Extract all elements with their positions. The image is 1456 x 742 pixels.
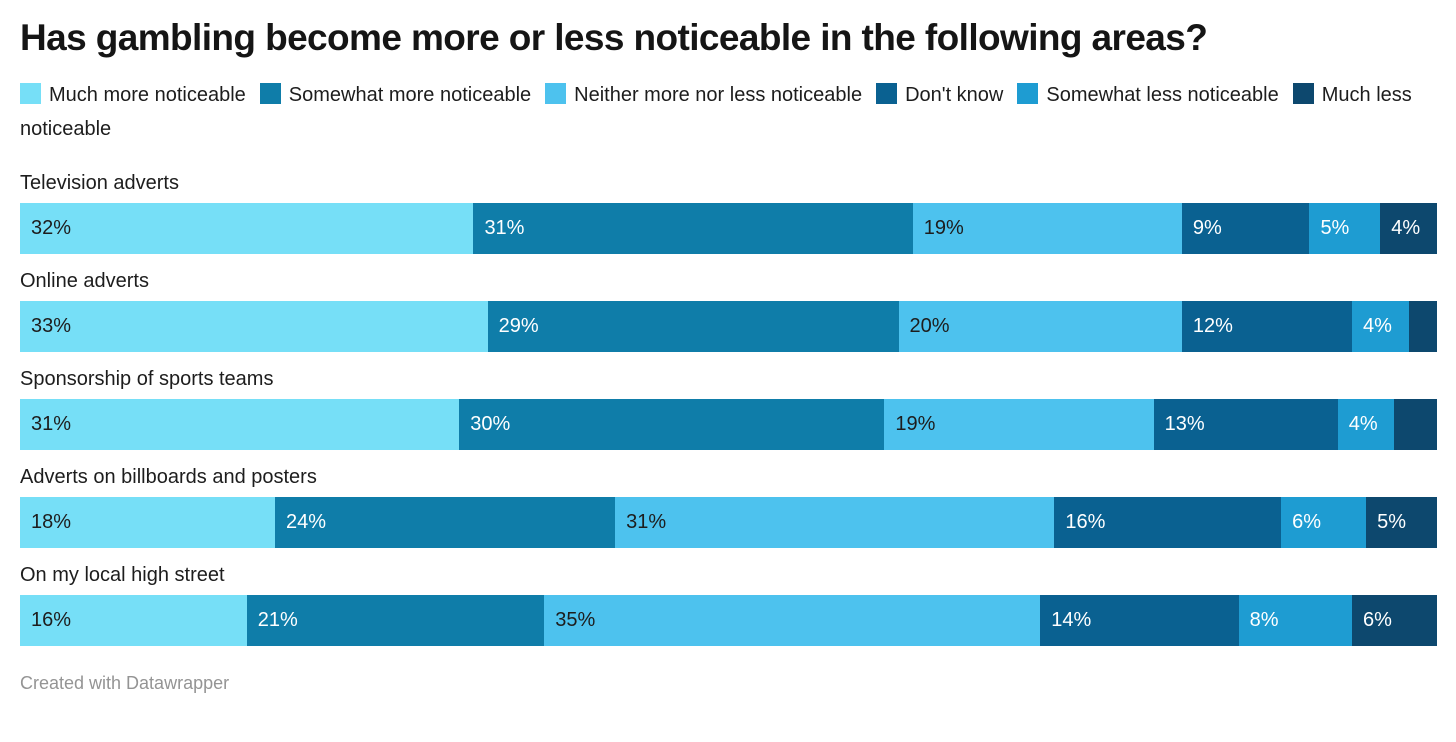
legend-item: Somewhat less noticeable: [1017, 83, 1279, 107]
bar-segment-label: 29%: [498, 315, 539, 338]
bar-segment-label: 9%: [1192, 217, 1222, 240]
bar-segment: 4%: [1380, 203, 1437, 255]
bar-segment: 18%: [20, 497, 276, 549]
bar-segment-label: 6%: [1292, 511, 1322, 534]
bar-segment: [1394, 399, 1437, 451]
bar-segment: 6%: [1281, 497, 1367, 549]
bar-segment-label: 16%: [1065, 511, 1106, 534]
bar-segment-label: 14%: [1051, 609, 1092, 632]
chart-page: Has gambling become more or less noticea…: [20, 17, 1437, 694]
bar: 32% 31% 19% 9% 5% 4%: [20, 203, 1437, 255]
bar-segment: 35%: [544, 595, 1041, 647]
row-label: On my local high street: [20, 564, 225, 587]
bar-segment: 29%: [487, 301, 899, 353]
stacked-bar-chart: Television adverts 32% 31% 19% 9% 5% 4% Online …: [20, 170, 1437, 647]
bar-segment-label: 20%: [909, 315, 950, 338]
bar-segment-label: 5%: [1320, 217, 1350, 240]
bar-segment-label: 18%: [31, 511, 72, 534]
bar-segment: 19%: [884, 399, 1154, 451]
chart-row: Television adverts 32% 31% 19% 9% 5% 4%: [20, 170, 1437, 255]
bar-segment-label: 4%: [1391, 217, 1421, 240]
bar-segment: 31%: [473, 203, 913, 255]
chart-row: Online adverts 33% 29% 20% 12% 4%: [20, 268, 1437, 353]
legend-label: Much less noticeable: [20, 84, 1412, 141]
bar-segment: 14%: [1040, 595, 1239, 647]
chart-title: Has gambling become more or less noticea…: [20, 17, 1208, 58]
legend-item: Much more noticeable: [20, 83, 246, 107]
legend-swatch-icon: [545, 83, 567, 105]
chart-row: Sponsorship of sports teams 31% 30% 19% 13% 4…: [20, 366, 1437, 451]
bar-segment-label: 30%: [470, 413, 511, 436]
bar-segment: 21%: [246, 595, 545, 647]
bar-segment: 30%: [459, 399, 885, 451]
row-label: Sponsorship of sports teams: [20, 368, 274, 391]
bar-segment: 5%: [1309, 203, 1381, 255]
bar-segment: 20%: [898, 301, 1182, 353]
bar-segment-label: 4%: [1362, 315, 1392, 338]
bar-segment-label: 35%: [555, 609, 596, 632]
legend-item: Don't know: [876, 83, 1004, 107]
bar-segment: 31%: [20, 399, 460, 451]
bar-segment-label: 31%: [31, 413, 72, 436]
bar: 33% 29% 20% 12% 4%: [20, 301, 1437, 353]
bar: 31% 30% 19% 13% 4%: [20, 399, 1437, 451]
bar-segment-label: 19%: [895, 413, 936, 436]
bar-segment-label: 16%: [31, 609, 72, 632]
bar: 16% 21% 35% 14% 8% 6%: [20, 595, 1437, 647]
bar-segment: 9%: [1181, 203, 1310, 255]
bar-segment: 33%: [20, 301, 488, 353]
legend-label: Somewhat more noticeable: [288, 84, 532, 107]
bar-segment: 13%: [1153, 399, 1338, 451]
bar-segment: 16%: [1054, 497, 1282, 549]
bar-segment-label: 4%: [1348, 413, 1378, 436]
legend-swatch-icon: [259, 83, 281, 105]
attribution-text: Created with Datawrapper: [20, 673, 230, 694]
legend-item: Much less noticeable: [20, 83, 1412, 141]
bar-segment: 16%: [20, 595, 247, 647]
bar-segment: [1408, 301, 1437, 353]
bar-segment-label: 31%: [484, 217, 525, 240]
bar-segment-label: 21%: [257, 609, 298, 632]
legend-item: Somewhat more noticeable: [259, 83, 532, 107]
bar-segment-label: 6%: [1362, 609, 1392, 632]
bar-segment: 4%: [1351, 301, 1409, 353]
legend-label: Much more noticeable: [49, 84, 246, 107]
legend-swatch-icon: [1017, 83, 1039, 105]
bar-segment: 4%: [1337, 399, 1395, 451]
legend-item: Neither more nor less noticeable: [545, 83, 863, 107]
bar-segment: 8%: [1238, 595, 1352, 647]
chart-row: On my local high street 16% 21% 35% 14% 8% 6%: [20, 562, 1437, 647]
legend-swatch-icon: [876, 83, 898, 105]
legend-label: Neither more nor less noticeable: [574, 84, 863, 107]
bar-segment-label: 12%: [1192, 315, 1233, 338]
bar-segment-label: 31%: [626, 511, 667, 534]
legend-swatch-icon: [1292, 83, 1314, 105]
bar-segment-label: 24%: [286, 511, 327, 534]
bar-segment: 32%: [20, 203, 474, 255]
bar-segment: 12%: [1181, 301, 1352, 353]
legend-swatch-icon: [20, 83, 41, 105]
bar-segment-label: 5%: [1377, 511, 1407, 534]
row-label: Online adverts: [20, 270, 149, 293]
row-label: Television adverts: [20, 172, 179, 195]
bar-segment: 24%: [275, 497, 616, 549]
bar-segment: 19%: [912, 203, 1182, 255]
chart-row: Adverts on billboards and posters 18% 24% 3…: [20, 464, 1437, 549]
bar-segment: 6%: [1351, 595, 1437, 647]
bar-segment-label: 19%: [923, 217, 964, 240]
bar-segment-label: 13%: [1164, 413, 1205, 436]
bar-segment: 31%: [615, 497, 1055, 549]
legend-label: Somewhat less noticeable: [1046, 84, 1279, 107]
bar-segment-label: 33%: [31, 315, 72, 338]
bar-segment-label: 32%: [31, 217, 72, 240]
row-label: Adverts on billboards and posters: [20, 466, 317, 489]
legend: Much more noticeable Somewhat more notice…: [20, 78, 1436, 146]
bar-segment-label: 8%: [1249, 609, 1279, 632]
bar: 18% 24% 31% 16% 6% 5%: [20, 497, 1437, 549]
legend-label: Don't know: [905, 84, 1004, 107]
bar-segment: 5%: [1366, 497, 1437, 549]
